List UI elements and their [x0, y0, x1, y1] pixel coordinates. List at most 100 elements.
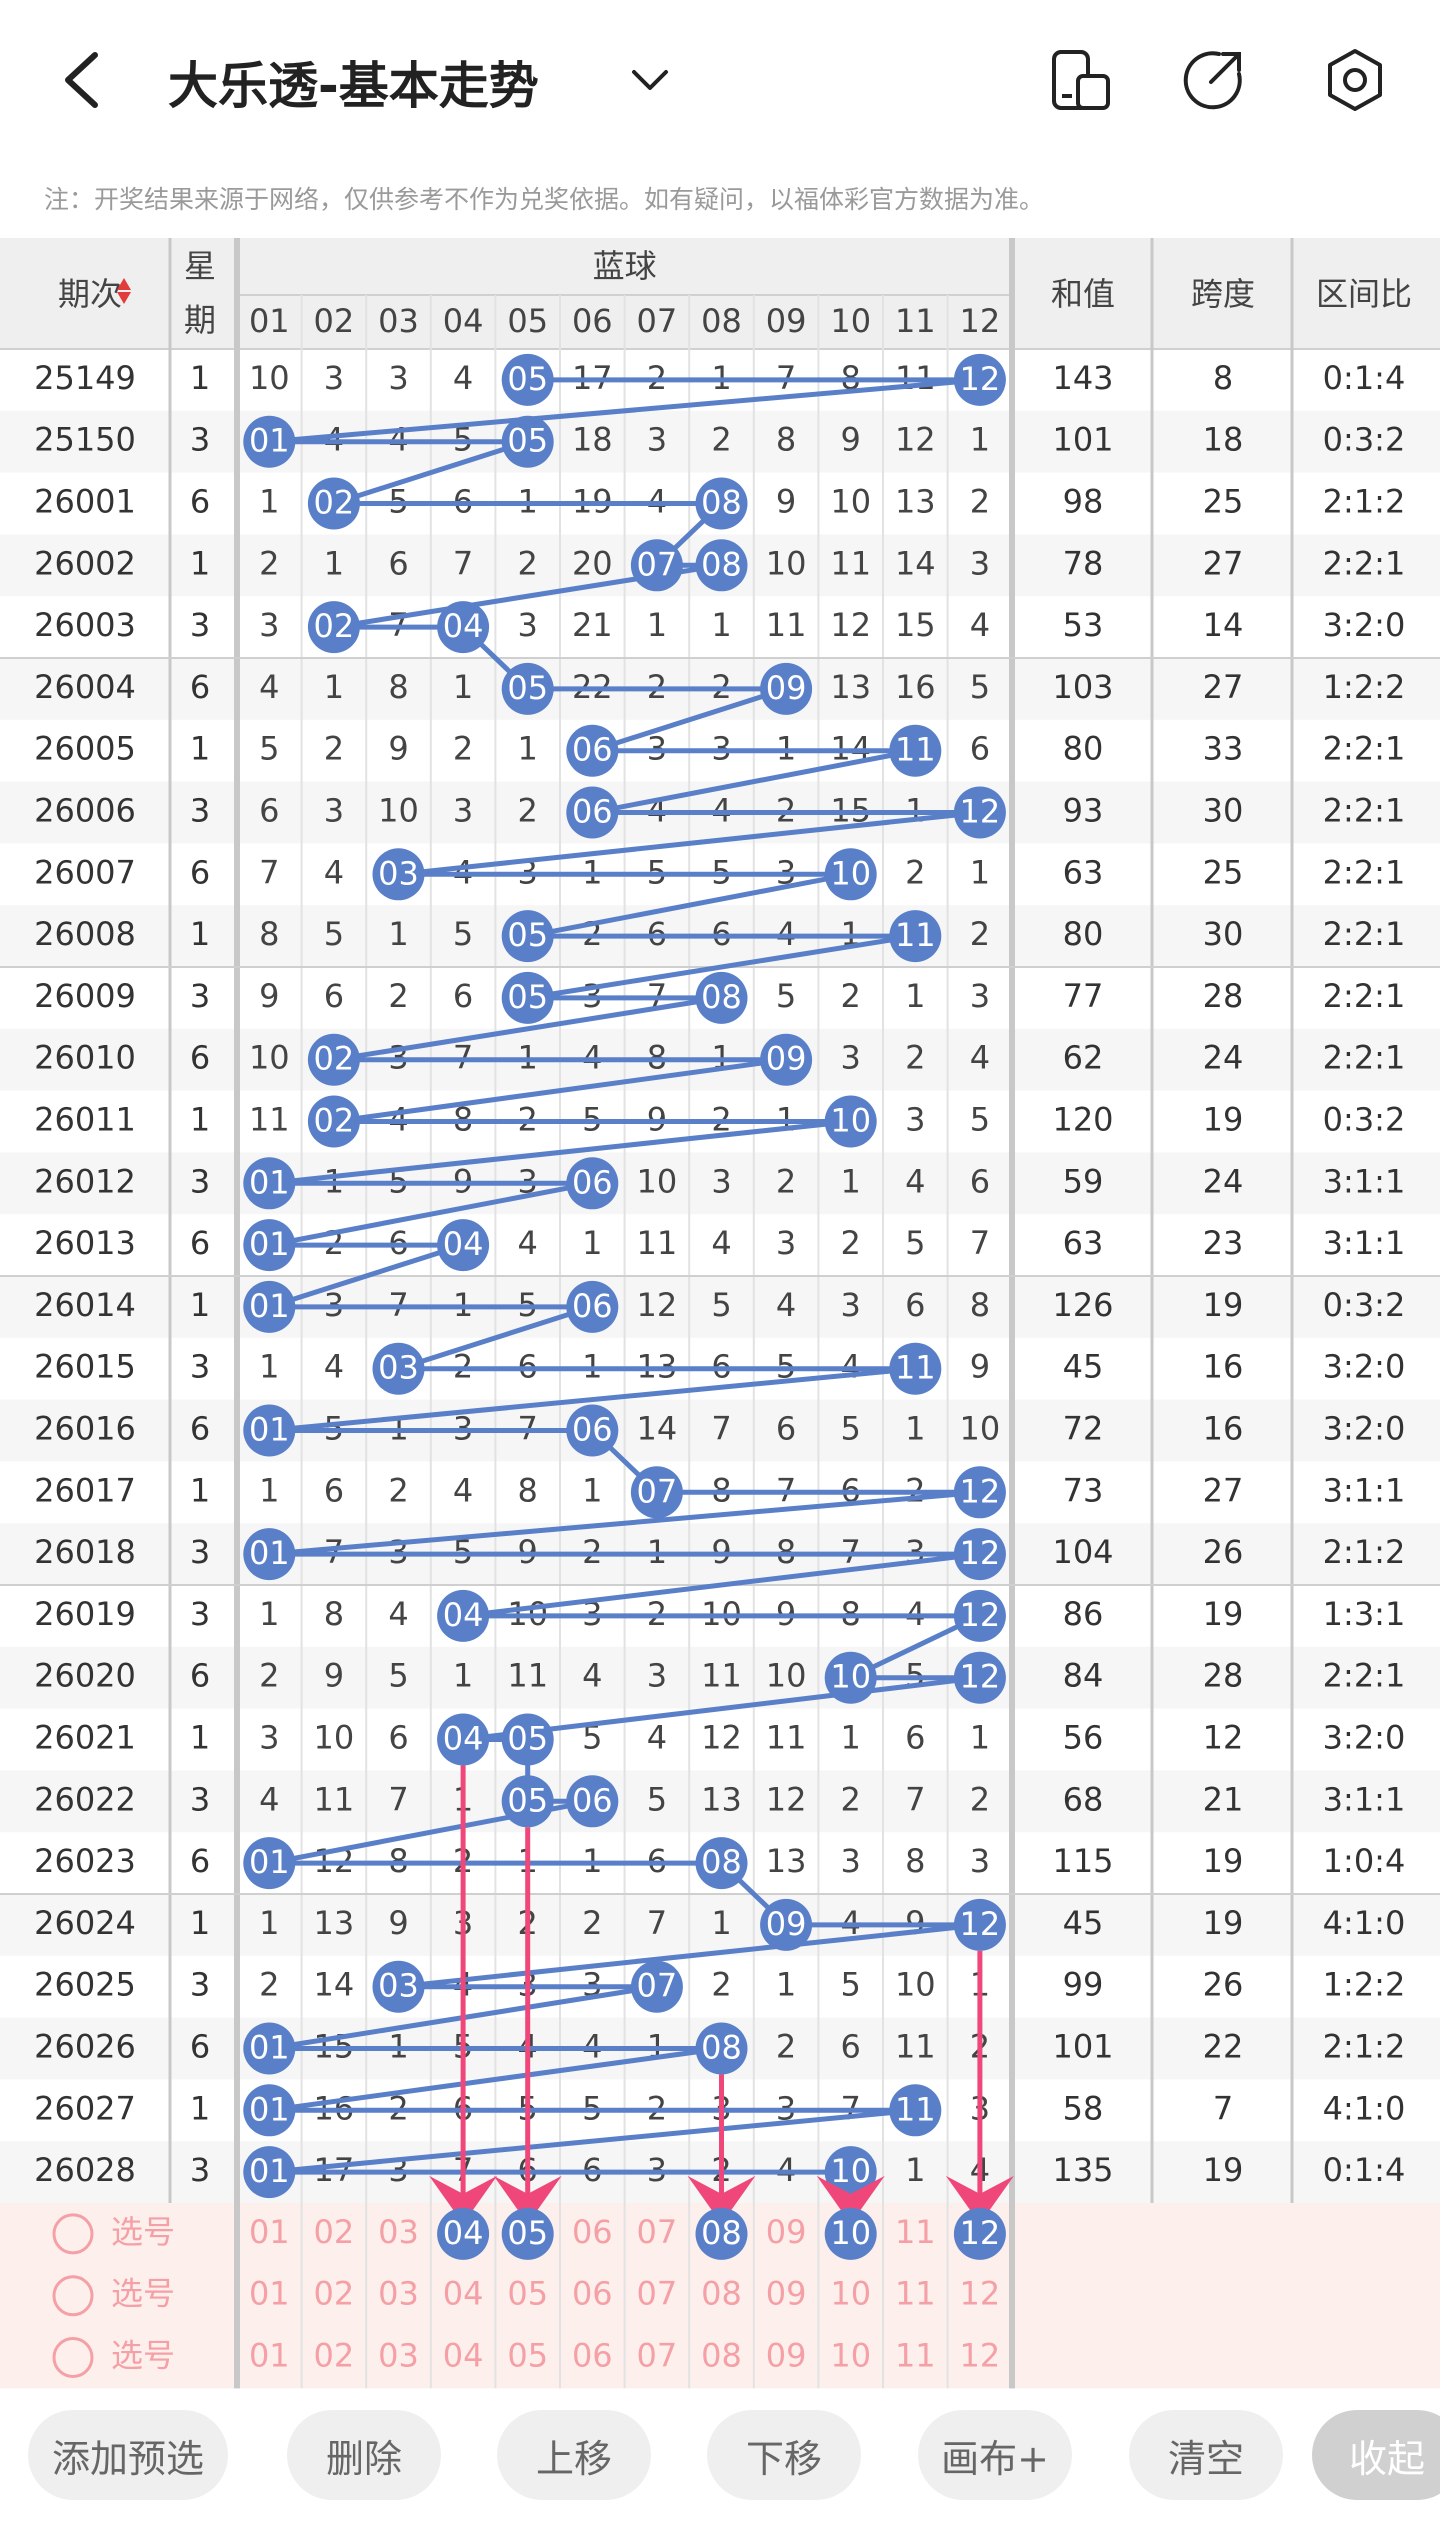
column-header: 07 [637, 302, 678, 340]
miss-cell: 3 [970, 1842, 990, 1880]
toolbar-button[interactable]: 清空 [1129, 2410, 1283, 2500]
miss-cell: 9 [776, 483, 796, 521]
sum-cell: 63 [1063, 1224, 1104, 1262]
select-radio [52, 2275, 94, 2317]
toolbar-button[interactable]: 收起 [1312, 2410, 1440, 2500]
blue-ball [695, 1837, 748, 1890]
span-cell: 19 [1203, 1286, 1244, 1324]
chevron-down-icon[interactable] [628, 62, 672, 102]
sum-cell: 104 [1052, 1533, 1113, 1571]
span-cell: 28 [1203, 1657, 1244, 1695]
period-cell: 26025 [34, 1966, 136, 2004]
sum-cell: 103 [1052, 668, 1113, 706]
sum-cell: 120 [1052, 1101, 1113, 1139]
sum-cell: 56 [1063, 1719, 1104, 1757]
toolbar-button[interactable]: 添加预选 [28, 2410, 228, 2500]
ball-number: 01 [249, 1225, 290, 1263]
select-number: 06 [572, 2213, 613, 2251]
blue-ball [953, 1528, 1006, 1581]
header-ratio: 区间比 [1316, 275, 1412, 313]
week-cell: 1 [190, 915, 210, 953]
miss-cell: 11 [766, 1719, 807, 1757]
period-cell: 26028 [34, 2151, 136, 2189]
ball-number: 08 [701, 2029, 742, 2067]
layout-icon[interactable] [1040, 40, 1120, 120]
week-cell: 6 [190, 1410, 210, 1448]
back-icon[interactable] [50, 40, 110, 120]
ratio-cell: 3:2:0 [1323, 606, 1406, 644]
blue-ball [437, 1713, 490, 1766]
blue-ball [824, 2146, 877, 2199]
miss-cell: 4 [518, 1224, 538, 1262]
miss-cell: 3 [259, 606, 279, 644]
ball-number: 12 [960, 793, 1001, 831]
ball-number: 01 [249, 2029, 290, 2067]
span-cell: 25 [1203, 483, 1244, 521]
column-header: 12 [960, 302, 1001, 340]
blue-ball [501, 662, 554, 715]
span-cell: 22 [1203, 2028, 1244, 2066]
miss-cell: 5 [970, 668, 990, 706]
miss-cell: 5 [970, 1101, 990, 1139]
settings-icon[interactable] [1315, 40, 1395, 120]
period-cell: 26014 [34, 1286, 136, 1324]
ball-number: 01 [249, 1287, 290, 1325]
page-title[interactable]: 大乐透-基本走势 [168, 57, 539, 115]
blue-ball [824, 848, 877, 901]
selected-number: 04 [443, 2214, 484, 2252]
share-icon[interactable] [1173, 40, 1253, 120]
ratio-cell: 4:1:0 [1323, 1904, 1406, 1942]
period-cell: 26008 [34, 915, 136, 953]
sum-cell: 86 [1063, 1595, 1104, 1633]
period-cell: 26009 [34, 977, 136, 1015]
miss-cell: 8 [324, 1595, 344, 1633]
miss-cell: 5 [711, 1286, 731, 1324]
toolbar-button[interactable]: 上移 [497, 2410, 651, 2500]
miss-cell: 13 [830, 668, 871, 706]
week-cell: 6 [190, 1224, 210, 1262]
blue-ball [437, 1219, 490, 1272]
period-cell: 26005 [34, 730, 136, 768]
miss-cell: 1 [711, 606, 731, 644]
miss-cell: 2 [259, 1657, 279, 1695]
pick-arrowhead [816, 2175, 885, 2224]
ratio-cell: 2:1:2 [1323, 483, 1406, 521]
select-label: 选号 [111, 2337, 175, 2375]
blue-ball [566, 724, 619, 777]
ball-number: 01 [249, 1843, 290, 1881]
miss-cell: 6 [388, 1719, 408, 1757]
miss-cell: 13 [314, 1904, 355, 1942]
miss-cell: 13 [701, 1780, 742, 1818]
ratio-cell: 3:1:1 [1323, 1224, 1406, 1262]
week-cell: 6 [190, 1842, 210, 1880]
select-number: 07 [637, 2337, 678, 2375]
miss-cell: 2 [711, 1966, 731, 2004]
miss-cell: 8 [970, 1286, 990, 1324]
miss-cell: 11 [895, 2028, 936, 2066]
miss-cell: 1 [259, 1471, 279, 1509]
week-cell: 1 [190, 1719, 210, 1757]
blue-ball [372, 848, 425, 901]
miss-cell: 6 [970, 730, 990, 768]
miss-cell: 11 [249, 1101, 290, 1139]
miss-cell: 2 [259, 544, 279, 582]
blue-ball [889, 1342, 942, 1395]
week-cell: 3 [190, 1780, 210, 1818]
toolbar-button[interactable]: 删除 [287, 2410, 441, 2500]
blue-ball [243, 1837, 296, 1890]
week-cell: 3 [190, 606, 210, 644]
ball-number: 02 [314, 484, 355, 522]
blue-ball [630, 1466, 683, 1519]
toolbar-button[interactable]: 画布+ [918, 2410, 1072, 2500]
ball-number: 06 [572, 1287, 613, 1325]
ball-number: 07 [637, 1967, 678, 2005]
miss-cell: 3 [647, 1657, 667, 1695]
blue-ball [243, 415, 296, 468]
miss-cell: 6 [905, 1286, 925, 1324]
ball-number: 05 [507, 1781, 548, 1819]
span-cell: 27 [1203, 544, 1244, 582]
toolbar-button[interactable]: 下移 [707, 2410, 861, 2500]
ball-number: 12 [960, 1472, 1001, 1510]
period-cell: 26016 [34, 1410, 136, 1448]
miss-cell: 1 [841, 1162, 861, 1200]
